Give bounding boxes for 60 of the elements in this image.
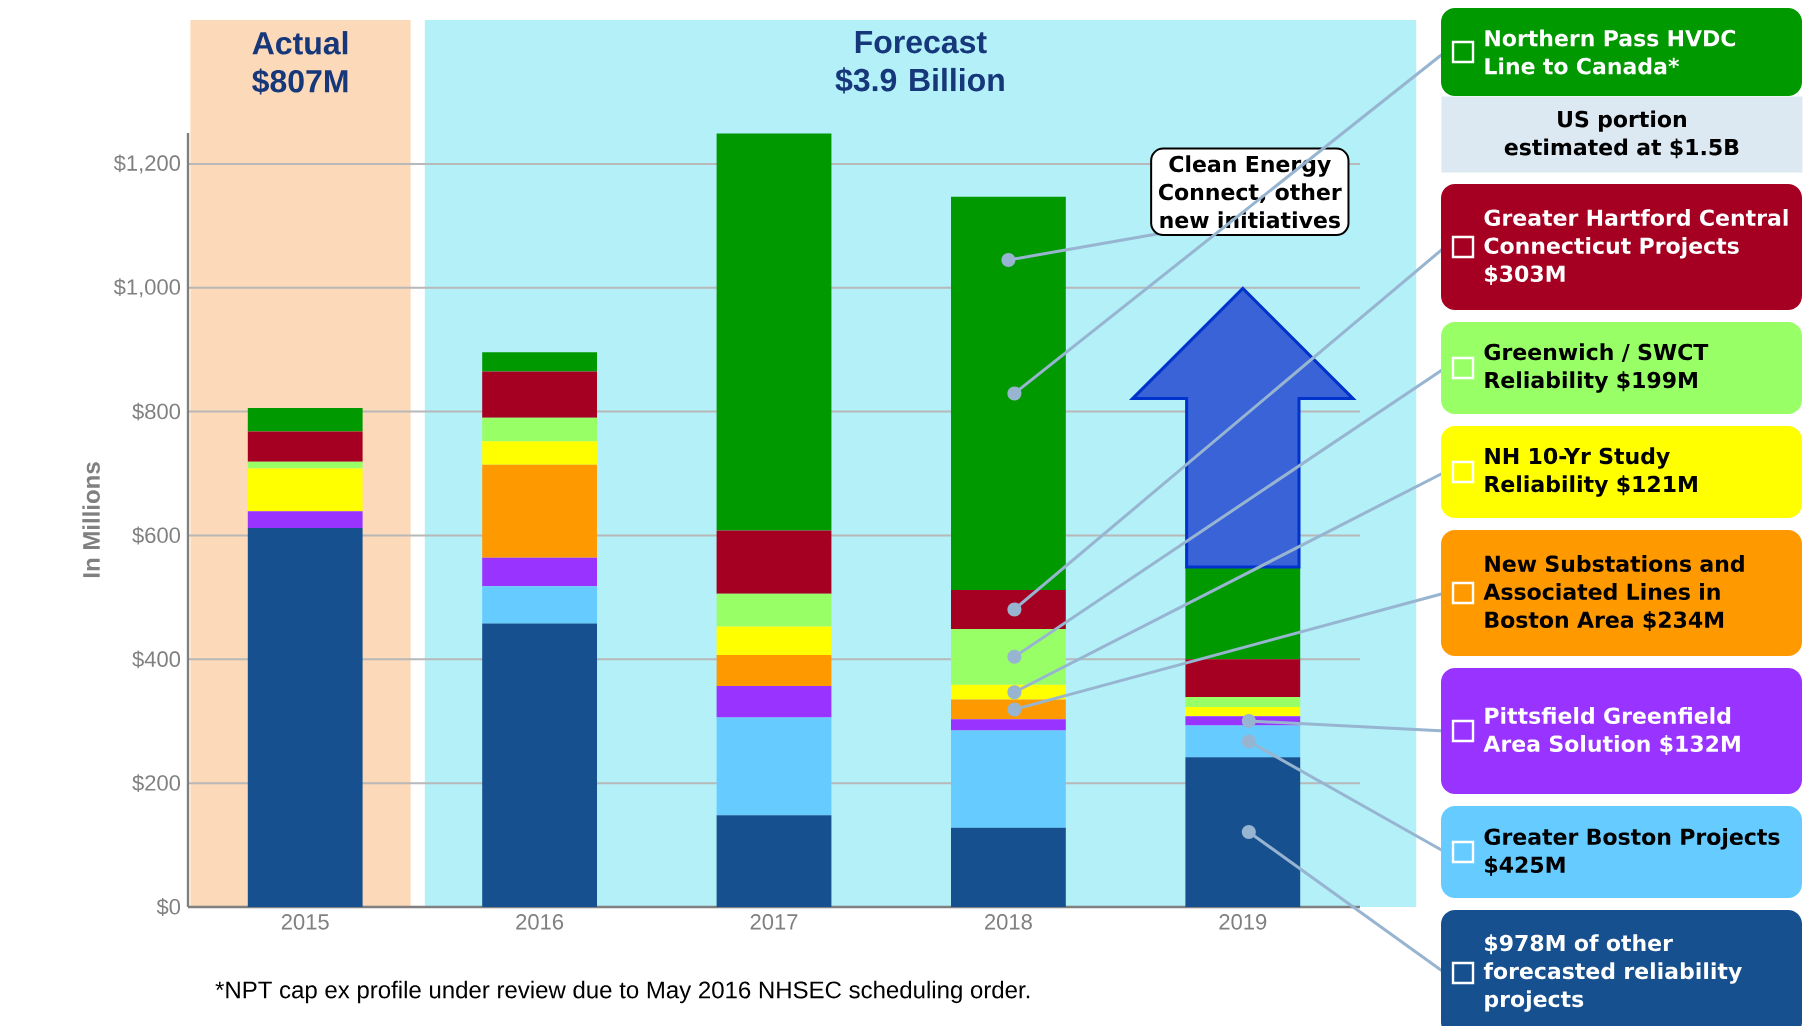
bar bbox=[482, 464, 598, 558]
annotation: Clean Energy Connect, other new initiatives bbox=[1159, 155, 1342, 229]
bar bbox=[716, 593, 832, 627]
bar bbox=[716, 626, 832, 655]
bar bbox=[1185, 697, 1301, 707]
y-tick-label: $800 bbox=[132, 402, 181, 421]
y-axis-title: In Millions bbox=[82, 462, 100, 578]
bar bbox=[482, 352, 598, 372]
y-tick-label: $1,200 bbox=[113, 154, 181, 174]
legend-label: $978M of other forecasted reliability projects bbox=[1483, 934, 1742, 1012]
bar bbox=[1185, 567, 1301, 660]
legend-label: Greater Boston Projects $425M bbox=[1484, 828, 1780, 876]
y-tick-label: $600 bbox=[132, 526, 181, 545]
bar bbox=[1185, 659, 1301, 698]
band-label: Actual $807M bbox=[252, 31, 348, 95]
y-tick-label: $1,000 bbox=[113, 278, 181, 298]
x-tick-label: 2017 bbox=[750, 914, 798, 930]
bar bbox=[716, 530, 832, 594]
legend-label: New Substations and Associated Lines in Boston Area $234M bbox=[1483, 555, 1744, 631]
x-tick-label: 2015 bbox=[281, 914, 329, 930]
legend-label: Greater Hartford Central Connecticut Projects $303M bbox=[1484, 209, 1788, 285]
bar bbox=[1185, 757, 1301, 907]
legend-label: NH 10-Yr Study Reliability $121M bbox=[1485, 447, 1697, 497]
text: *NPT cap ex profile under review due to May 2016 NHSEC scheduling order. bbox=[215, 980, 1030, 1004]
bar bbox=[1185, 725, 1301, 758]
bar bbox=[247, 511, 363, 529]
y-tick-label: $200 bbox=[132, 774, 181, 793]
bar bbox=[716, 654, 832, 686]
bar bbox=[247, 528, 363, 907]
bar bbox=[951, 589, 1066, 629]
bar bbox=[716, 815, 832, 907]
bar bbox=[247, 431, 363, 462]
x-tick-label: 2016 bbox=[516, 914, 564, 930]
bar bbox=[247, 468, 363, 512]
legend-label: Northern Pass HVDC Line to Canada* bbox=[1485, 29, 1736, 75]
x-tick-label: 2018 bbox=[985, 914, 1032, 930]
bar bbox=[482, 441, 598, 465]
bar bbox=[951, 730, 1066, 828]
x-tick-label: 2019 bbox=[1219, 914, 1267, 930]
bar bbox=[716, 717, 832, 816]
bar bbox=[482, 586, 598, 624]
legend-label: Greenwich / SWCT Reliability $199M bbox=[1484, 343, 1709, 393]
bar bbox=[951, 196, 1066, 590]
legend-label: Pittsfield Greenfield Area Solution $132M bbox=[1483, 707, 1740, 755]
bar bbox=[482, 371, 598, 418]
y-tick-label: $400 bbox=[132, 650, 181, 669]
bar bbox=[951, 628, 1066, 685]
bar bbox=[716, 133, 832, 531]
bar bbox=[247, 461, 363, 469]
bar bbox=[247, 407, 363, 432]
band-label: Forecast $3.9 Billion bbox=[835, 31, 1004, 94]
bar bbox=[482, 557, 598, 587]
y-tick-label: $0 bbox=[156, 898, 181, 916]
bar bbox=[951, 827, 1066, 907]
text: US portion estimated at $1.5B bbox=[1504, 110, 1739, 159]
bar bbox=[716, 685, 832, 718]
bar bbox=[951, 719, 1066, 731]
bar bbox=[1185, 706, 1301, 717]
bar bbox=[482, 417, 598, 442]
bar bbox=[482, 623, 598, 907]
